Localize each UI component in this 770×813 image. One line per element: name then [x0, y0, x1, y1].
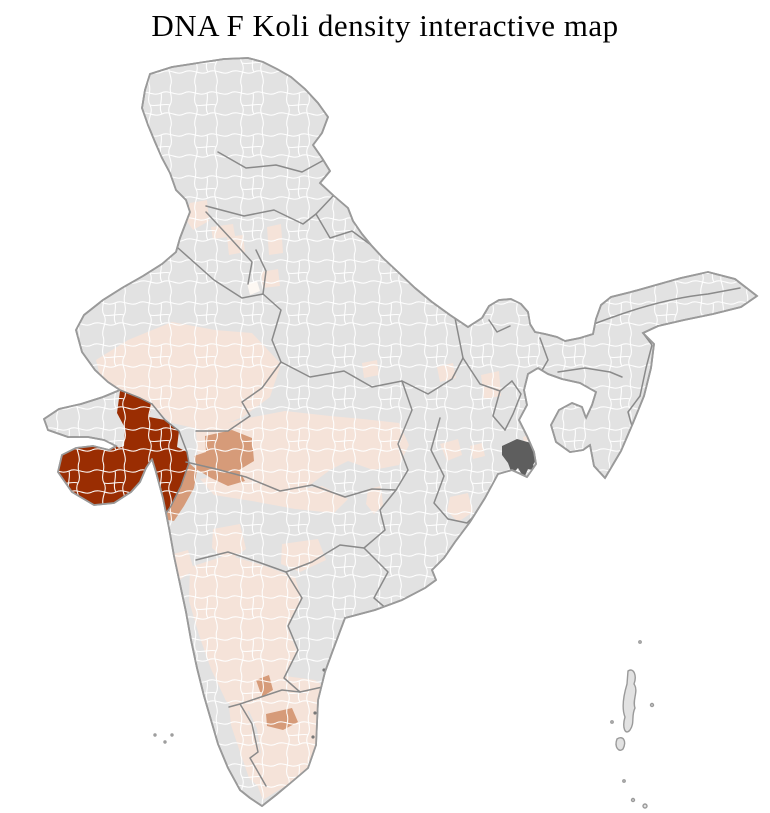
district-border-mesh: [44, 58, 757, 806]
lakshadweep-islands[interactable]: [153, 733, 174, 744]
island-groups[interactable]: [153, 640, 655, 809]
sundarbans-delta[interactable]: [502, 439, 538, 478]
enclave-mumbai[interactable]: [158, 503, 162, 507]
state-borders: [119, 151, 741, 787]
enclave-puducherry[interactable]: [313, 711, 317, 715]
enclave-karaikal[interactable]: [311, 735, 315, 739]
map-title: DNA F Koli density interactive map: [151, 8, 619, 43]
andaman-islands[interactable]: [610, 640, 655, 809]
